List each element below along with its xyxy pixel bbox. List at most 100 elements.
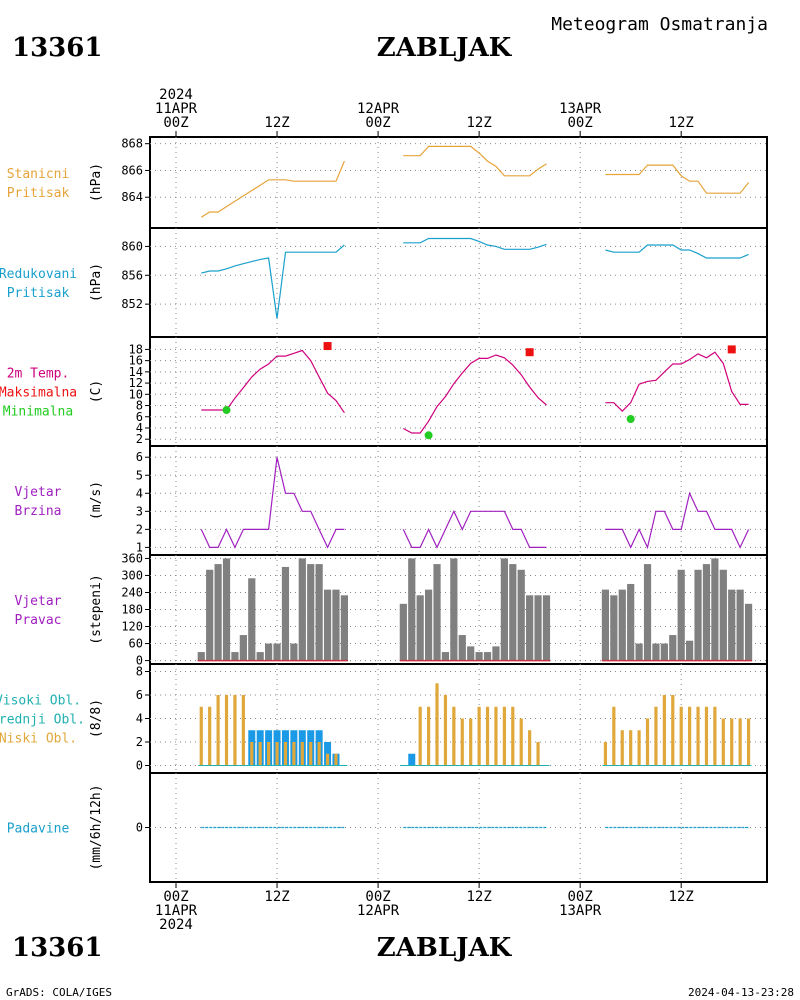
temperature-line <box>605 351 749 412</box>
y-tick-label: 868 <box>121 137 143 151</box>
panel-cloud-cover: 0 2 4 6 8 (8/8) Visoki Obl. Srednji Obl. Niski O… <box>0 663 768 774</box>
y-tick-label: 0 <box>136 758 143 772</box>
wind-dir-bar <box>534 595 542 661</box>
time-label: 12Z <box>466 115 491 131</box>
y-tick-label: 866 <box>121 163 143 177</box>
series-label: Brzina <box>15 504 62 519</box>
low-cloud-bar <box>746 718 751 766</box>
time-label: 12Z <box>669 889 694 905</box>
wind-dir-bar <box>711 558 719 661</box>
y-tick-label: 16 <box>129 354 143 368</box>
series-label: Pritisak <box>7 186 70 201</box>
wind-speed-line <box>605 491 750 550</box>
low-cloud-bar <box>511 706 515 766</box>
low-cloud-bar <box>199 706 203 766</box>
reduced-pressure-line <box>403 237 547 250</box>
panel-wind-speed: 1 2 3 4 5 6 (m/s) Vjetar Brzina <box>15 445 768 556</box>
wind-dir-bar <box>222 558 231 661</box>
panel-frame <box>149 336 768 447</box>
y-tick-label: 14 <box>129 365 143 379</box>
time-label: 12Z <box>264 115 289 131</box>
series-label: Pravac <box>15 613 62 628</box>
low-cloud-bar <box>704 706 709 766</box>
wind-dir-bar <box>265 643 273 661</box>
low-cloud-bar <box>292 741 296 766</box>
low-cloud-bar <box>688 706 692 766</box>
wind-dir-bar <box>273 643 281 661</box>
wind-dir-bar <box>509 564 517 661</box>
wind-dir-bar <box>248 578 256 661</box>
panel-reduced-pressure: 852 856 860 (hPa) Redukovani Pritisak <box>0 227 768 338</box>
low-cloud-bar <box>309 741 313 766</box>
wind-dir-bar <box>281 566 290 661</box>
y-tick-label: 856 <box>121 268 143 282</box>
wind-dir-bar <box>416 595 424 661</box>
series-label: Niski Obl. <box>0 732 77 747</box>
wind-dir-bar <box>643 564 652 661</box>
wind-dir-bar <box>307 564 315 661</box>
low-cloud-bar <box>452 706 456 766</box>
mid-cloud-bar <box>408 753 416 766</box>
wind-dir-bar <box>214 564 222 661</box>
low-cloud-bar <box>485 706 490 766</box>
y-tick-label: 5 <box>136 468 143 482</box>
time-label: 00Z <box>163 115 188 131</box>
low-cloud-bar <box>620 730 624 766</box>
y-tick-label: 8 <box>136 399 143 413</box>
wind-dir-bar <box>206 569 214 661</box>
tmax-marker <box>525 348 534 357</box>
y-tick-label: 12 <box>129 376 143 390</box>
wind-dir-bar <box>526 595 534 661</box>
station-pressure-line <box>403 145 547 177</box>
panel-station-pressure: 864 866 868 (hPa) Stanicni Pritisak <box>7 136 768 229</box>
time-label: 11APR <box>155 101 198 117</box>
wind-dir-bar <box>652 643 660 661</box>
wind-dir-bar <box>425 589 433 661</box>
wind-dir-bar <box>627 583 635 661</box>
station-name-bottom: ZABLJAK <box>377 933 513 963</box>
y-tick-label: 860 <box>121 239 143 253</box>
time-label: 13APR <box>559 903 602 919</box>
wind-dir-bar <box>492 646 500 661</box>
station-pressure-line <box>605 164 750 194</box>
wind-dir-bar <box>197 652 205 661</box>
wind-dir-bar <box>290 643 298 661</box>
low-cloud-bar <box>730 718 734 766</box>
panel-frame <box>149 136 768 229</box>
time-label: 00Z <box>365 115 390 131</box>
y-tick-label: 1 <box>136 540 143 554</box>
wind-dir-bar <box>500 558 508 661</box>
low-cloud-bar <box>738 718 742 766</box>
wind-dir-bar <box>618 589 626 661</box>
series-label: Redukovani <box>0 267 77 282</box>
wind-dir-bar <box>669 635 677 661</box>
low-cloud-bar <box>502 706 506 766</box>
wind-dir-bar <box>660 643 668 661</box>
low-cloud-bar <box>275 741 279 766</box>
time-label: 12Z <box>466 889 491 905</box>
time-label: 13APR <box>559 101 602 117</box>
low-cloud-bar <box>443 695 448 766</box>
wind-dir-bar <box>719 569 727 661</box>
y-tick-label: 8 <box>136 665 143 679</box>
footer-credit: GrADS: COLA/IGES <box>6 986 112 999</box>
low-cloud-bar <box>629 730 633 766</box>
low-cloud-bar <box>317 741 321 766</box>
y-tick-label: 4 <box>136 421 143 435</box>
low-cloud-bar <box>603 741 608 766</box>
low-cloud-bar <box>645 718 650 766</box>
tmin-marker <box>222 406 231 415</box>
time-label: 00Z <box>568 115 593 131</box>
series-label: Visoki Obl. <box>0 694 81 709</box>
low-cloud-bar <box>250 741 254 766</box>
wind-dir-bar <box>677 569 685 661</box>
y-tick-label: 2 <box>136 522 143 536</box>
wind-dir-bar <box>298 558 306 661</box>
temperature-line <box>403 354 547 434</box>
wind-dir-bar <box>728 589 736 661</box>
time-label: 00Z <box>568 889 593 905</box>
low-cloud-bar <box>435 683 439 766</box>
y-tick-label: 6 <box>136 688 143 702</box>
